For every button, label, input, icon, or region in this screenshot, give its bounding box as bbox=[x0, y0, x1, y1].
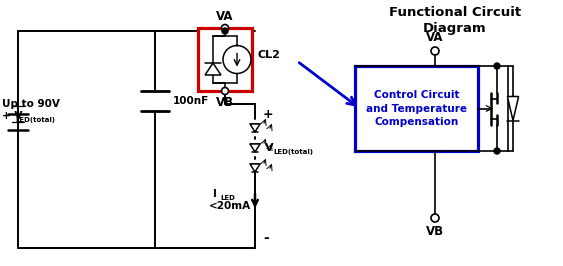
Polygon shape bbox=[250, 164, 260, 172]
Text: -: - bbox=[263, 231, 269, 245]
Bar bbox=[355, 66, 478, 151]
Polygon shape bbox=[250, 124, 260, 132]
Text: + V: + V bbox=[2, 111, 23, 121]
Text: I: I bbox=[213, 189, 217, 199]
Circle shape bbox=[431, 214, 439, 222]
Circle shape bbox=[221, 88, 229, 94]
Polygon shape bbox=[205, 63, 221, 75]
Text: +: + bbox=[263, 107, 274, 120]
Circle shape bbox=[221, 24, 229, 31]
Text: VB: VB bbox=[216, 96, 234, 109]
Text: CL2: CL2 bbox=[257, 49, 280, 60]
Text: V: V bbox=[265, 143, 274, 153]
Circle shape bbox=[222, 28, 228, 34]
Text: VB: VB bbox=[426, 225, 444, 238]
Text: 100nF: 100nF bbox=[173, 96, 209, 106]
Text: <20mA: <20mA bbox=[209, 201, 251, 211]
Circle shape bbox=[223, 45, 251, 73]
Circle shape bbox=[494, 63, 500, 69]
Polygon shape bbox=[507, 97, 519, 120]
Text: VA: VA bbox=[426, 31, 444, 44]
Text: Control Circuit
and Temperature
Compensation: Control Circuit and Temperature Compensa… bbox=[366, 90, 467, 127]
Text: Functional Circuit
Diagram: Functional Circuit Diagram bbox=[389, 6, 521, 35]
Text: VA: VA bbox=[216, 10, 234, 23]
Text: LED(total): LED(total) bbox=[273, 149, 313, 155]
Text: Up to 90V: Up to 90V bbox=[2, 99, 60, 109]
Circle shape bbox=[494, 148, 500, 154]
Polygon shape bbox=[250, 144, 260, 152]
Text: LED: LED bbox=[220, 195, 235, 201]
Circle shape bbox=[431, 47, 439, 55]
Text: LED(total): LED(total) bbox=[15, 117, 55, 123]
Bar bbox=[198, 28, 252, 91]
